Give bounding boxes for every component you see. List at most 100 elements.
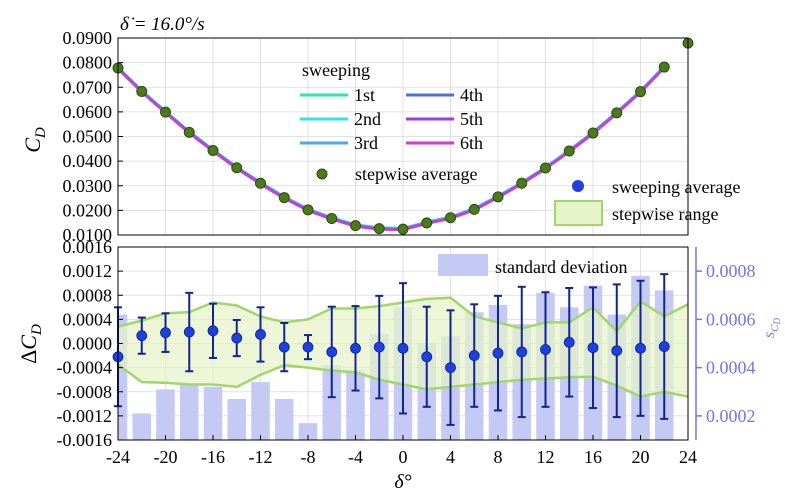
std-bar <box>227 398 247 440</box>
y-tick-label: 0.0600 <box>63 102 113 122</box>
stepwise-average-point <box>445 212 456 224</box>
bottom-panel: -0.0016 -0.0012 -0.0008 -0.0004 0.0000 0.0004… <box>16 177 782 493</box>
sweeping-average-point <box>326 346 338 358</box>
y-tick-label: -0.0016 <box>57 430 113 450</box>
stepwise-average-point <box>373 223 385 235</box>
sweeping-average-point <box>563 336 575 348</box>
stepwise-average-point <box>587 127 599 139</box>
sweeping-average-point <box>421 351 433 363</box>
std-bar <box>179 384 199 440</box>
sweeping-average-point <box>207 325 219 337</box>
std-bar <box>274 398 294 440</box>
sweeping-average-point <box>611 345 623 357</box>
legend-stepwise-range-label: stepwise range <box>612 204 718 224</box>
stepwise-average-point <box>255 177 266 189</box>
figure-title: δ̇ = 16.0°/s <box>120 14 205 35</box>
x-tick-label: -12 <box>249 447 273 467</box>
sweeping-average-point <box>255 329 266 340</box>
sweeping-average-point <box>587 342 599 354</box>
x-tick-label: 4 <box>446 447 455 467</box>
right-tick-label: 0.0004 <box>706 358 756 378</box>
legend-sweeping-average-label: sweeping average <box>612 177 740 197</box>
x-tick-label: -24 <box>106 447 130 467</box>
right-tick-label: 0.0008 <box>706 261 756 281</box>
std-bar <box>132 413 152 440</box>
right-y-ticks: 0.0002 0.0004 0.0006 0.0008 <box>696 261 756 426</box>
y-tick-label: 0.0016 <box>63 237 113 257</box>
stepwise-average-point <box>136 85 148 97</box>
sweeping-average-point <box>350 342 361 354</box>
legend-standard-deviation-label: standard deviation <box>495 257 627 277</box>
bottom-y-ticks: -0.0016 -0.0012 -0.0008 -0.0004 0.0000 0.0004… <box>57 237 123 450</box>
stepwise-average-point <box>160 106 171 118</box>
sweeping-average-point <box>635 342 646 354</box>
bottom-y-axis-label: ΔCD <box>16 324 45 364</box>
x-tick-label: 24 <box>679 447 697 467</box>
x-tick-label: 16 <box>584 447 602 467</box>
y-tick-label: -0.0008 <box>57 382 113 402</box>
y-tick-label: 0.0300 <box>63 176 113 196</box>
legend-label-2nd: 2nd <box>354 109 381 129</box>
legend-sweeping-average-marker <box>572 180 584 192</box>
std-bar <box>156 389 175 440</box>
legend-stepwise-average-label: stepwise average <box>355 164 477 184</box>
x-tick-label: 20 <box>632 447 650 467</box>
std-bar <box>322 365 342 440</box>
stepwise-average-point <box>183 126 195 138</box>
right-y-axis-label: sCD <box>761 317 782 338</box>
legend-label-1st: 1st <box>354 85 375 105</box>
y-tick-label: 0.0400 <box>63 151 113 171</box>
std-legend: standard deviation <box>438 254 627 277</box>
y-tick-label: -0.0012 <box>57 406 113 426</box>
stepwise-average-point <box>350 220 361 232</box>
std-bar <box>118 314 128 440</box>
stepwise-average-point <box>658 61 670 73</box>
y-tick-label: 0.0500 <box>63 127 113 147</box>
sweeping-average-point <box>397 342 409 354</box>
top-y-ticks: 0.0100 0.0200 0.0300 0.0400 0.0500 0.0600 0.07… <box>63 28 123 245</box>
y-tick-label: 0.0100 <box>63 225 113 245</box>
stepwise-average-point <box>516 177 528 189</box>
y-tick-label: 0.0004 <box>63 309 113 329</box>
sweeping-average-point <box>516 346 528 358</box>
legend-label-4th: 4th <box>460 85 483 105</box>
sweeping-average-point <box>373 341 385 353</box>
stepwise-average-point <box>207 145 219 157</box>
legend-label-6th: 6th <box>460 133 483 153</box>
x-tick-label: -20 <box>154 447 178 467</box>
top-y-axis-label: CD <box>20 127 49 153</box>
y-tick-label: 0.0008 <box>63 285 113 305</box>
sweep-legend: sweeping 1st 2nd 3rd 4th 5th 6th stepwise ave… <box>300 60 483 184</box>
sweeping-average-point <box>445 362 456 374</box>
stepwise-average-point <box>468 203 480 215</box>
stepwise-average-point <box>635 86 646 98</box>
std-bar <box>298 423 318 440</box>
stepwise-average-point <box>492 191 504 203</box>
x-axis-label: δ° <box>394 471 411 493</box>
x-tick-label: 8 <box>494 447 503 467</box>
std-bar <box>203 386 223 440</box>
sweeping-average-point <box>492 347 504 359</box>
top-panel: 0.0100 0.0200 0.0300 0.0400 0.0500 0.0600 0.07… <box>20 28 694 245</box>
sweeping-average-point <box>540 344 551 355</box>
legend-stepwise-range-swatch <box>554 200 603 226</box>
x-ticks: -24 -20 -16 -12 -8 -4 0 4 8 12 16 20 24 <box>106 435 697 467</box>
sweeping-average-point <box>231 332 243 344</box>
y-tick-label: -0.0004 <box>57 358 113 378</box>
sweeping-average-point <box>302 341 314 353</box>
stepwise-average-point <box>302 204 314 216</box>
stepwise-average-point <box>231 162 243 174</box>
legend-label-5th: 5th <box>460 109 483 129</box>
stepwise-average-point <box>421 217 433 229</box>
stepwise-average-point <box>397 223 409 235</box>
sweeping-average-point <box>468 350 480 361</box>
y-tick-label: 0.0700 <box>63 77 113 97</box>
x-tick-label: 0 <box>399 447 408 467</box>
stepwise-average-point <box>326 213 338 225</box>
stepwise-average-point <box>278 192 290 204</box>
std-bar <box>251 382 270 440</box>
y-tick-label: 0.0900 <box>63 28 113 48</box>
y-tick-label: 0.0012 <box>63 261 113 281</box>
legend-standard-deviation-swatch <box>438 254 488 276</box>
